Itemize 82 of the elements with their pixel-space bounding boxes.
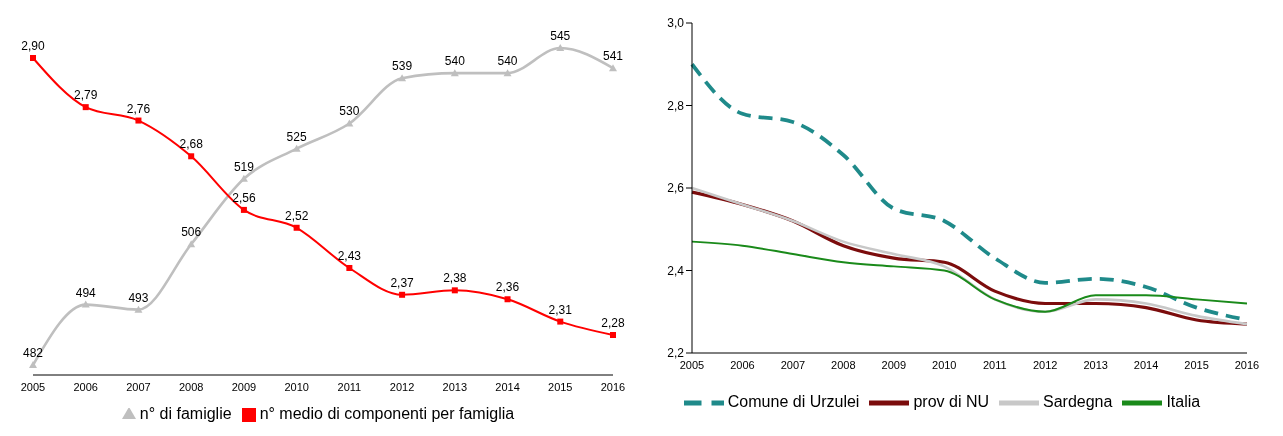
x-tick-label: 2014 xyxy=(1133,358,1159,371)
y-tick-label: 2,6 xyxy=(667,181,685,196)
point xyxy=(556,44,565,51)
point xyxy=(450,69,459,77)
x-tick-label: 2012 xyxy=(1032,358,1058,371)
x-tick-label: 2016 xyxy=(1234,358,1260,371)
point xyxy=(503,69,512,77)
data-label: 2,38 xyxy=(443,271,467,286)
x-tick-label: 2006 xyxy=(730,358,755,371)
legend-label: n° di famiglie xyxy=(139,405,232,422)
x-tick-label: 2005 xyxy=(20,380,46,393)
data-label: 482 xyxy=(22,346,44,360)
data-label: 530 xyxy=(339,104,360,119)
point xyxy=(609,64,617,72)
point xyxy=(346,264,353,271)
y-tick-label: 2,8 xyxy=(667,98,685,113)
point xyxy=(292,144,301,152)
point xyxy=(504,296,511,303)
point xyxy=(451,287,458,294)
x-tick-label: 2016 xyxy=(600,380,626,393)
point xyxy=(293,224,300,231)
x-tick-label: 2007 xyxy=(126,380,151,393)
data-label: 2,90 xyxy=(21,39,45,53)
x-tick-label: 2008 xyxy=(178,380,204,393)
point xyxy=(82,104,89,111)
y-tick-label: 3,0 xyxy=(667,16,685,31)
x-tick-label: 2015 xyxy=(1184,358,1209,371)
x-tick-label: 2005 xyxy=(679,358,705,371)
x-tick-label: 2013 xyxy=(442,380,468,393)
data-label: 2,68 xyxy=(179,137,204,152)
x-tick-label: 2010 xyxy=(284,380,309,393)
data-label: 540 xyxy=(444,54,466,69)
data-label: 494 xyxy=(75,285,97,300)
data-label: 493 xyxy=(128,290,149,305)
x-tick-label: 2011 xyxy=(337,380,362,393)
x-tick-label: 2014 xyxy=(495,380,520,393)
legend-label: n° medio di componenti per famiglia xyxy=(259,405,515,422)
x-tick-label: 2012 xyxy=(389,380,415,393)
data-label: 2,36 xyxy=(495,280,520,295)
data-label: 540 xyxy=(497,54,518,69)
legend-label: Sardegna xyxy=(1043,393,1113,411)
legend-label: Italia xyxy=(1166,393,1201,411)
point xyxy=(399,291,406,298)
point xyxy=(135,117,142,124)
y-tick-label: 2,2 xyxy=(667,346,685,361)
data-label: 2,37 xyxy=(390,275,415,290)
data-label: 2,52 xyxy=(284,208,309,223)
data-label: 541 xyxy=(602,49,624,64)
point xyxy=(30,55,36,61)
point xyxy=(240,206,247,213)
data-label: 2,56 xyxy=(232,190,256,205)
data-label: 506 xyxy=(181,225,202,240)
x-tick-label: 2010 xyxy=(932,358,957,371)
data-label: 2,76 xyxy=(126,101,151,116)
point xyxy=(610,332,616,338)
x-tick-label: 2009 xyxy=(231,380,257,393)
x-tick-label: 2006 xyxy=(73,380,98,393)
data-label: 525 xyxy=(286,129,307,144)
point xyxy=(134,305,143,313)
x-tick-label: 2009 xyxy=(881,358,907,371)
data-label: 2,28 xyxy=(601,316,625,330)
data-label: 519 xyxy=(233,159,255,174)
data-label: 539 xyxy=(392,59,413,74)
y-tick-label: 2,4 xyxy=(667,263,685,278)
x-tick-label: 2015 xyxy=(548,380,573,393)
data-label: 2,31 xyxy=(548,302,573,317)
data-label: 545 xyxy=(550,29,571,43)
point xyxy=(81,300,90,308)
x-tick-label: 2011 xyxy=(982,358,1007,371)
point xyxy=(188,153,195,160)
legend-label: Comune di Urzulei xyxy=(727,393,860,411)
data-label: 2,79 xyxy=(74,88,98,103)
x-tick-label: 2013 xyxy=(1083,358,1108,371)
point xyxy=(398,74,407,82)
data-label: 2,43 xyxy=(337,248,362,263)
point xyxy=(29,361,37,368)
point xyxy=(557,318,564,325)
x-tick-label: 2007 xyxy=(780,358,806,371)
x-tick-label: 2008 xyxy=(831,358,856,371)
line-series xyxy=(691,240,1248,313)
legend-label: prov di NU xyxy=(913,393,989,411)
point xyxy=(187,240,196,248)
